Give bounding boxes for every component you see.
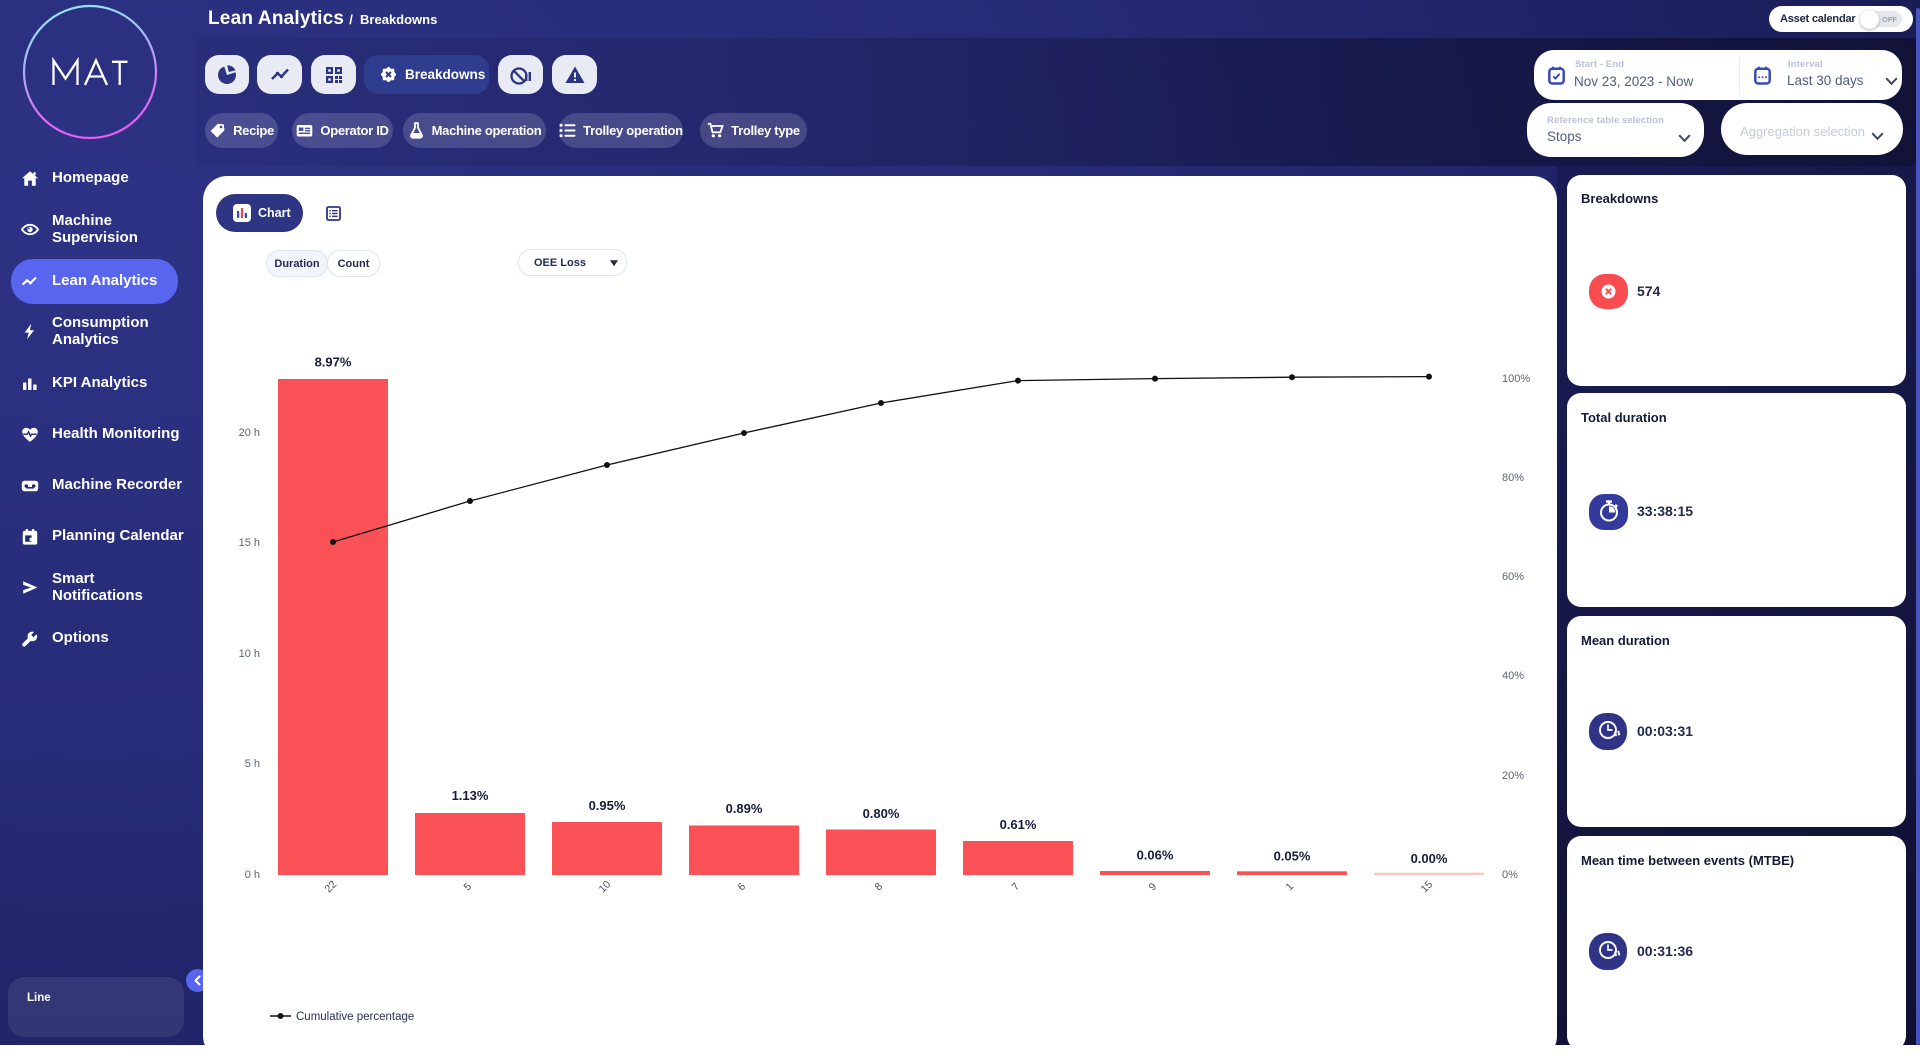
svg-text:Cumulative percentage: Cumulative percentage (296, 1011, 414, 1023)
svg-text:5 h: 5 h (245, 758, 260, 770)
svg-text:0 h: 0 h (245, 869, 260, 881)
svg-text:5: 5 (462, 880, 475, 893)
svg-text:7: 7 (1010, 880, 1023, 893)
svg-text:15: 15 (1419, 878, 1436, 895)
svg-text:80%: 80% (1502, 472, 1524, 484)
svg-text:0%: 0% (1502, 869, 1518, 881)
svg-text:15 h: 15 h (239, 537, 260, 549)
svg-text:8.97%: 8.97% (315, 355, 352, 370)
svg-text:9: 9 (1147, 880, 1160, 893)
svg-text:0.05%: 0.05% (1274, 849, 1311, 864)
svg-text:1.13%: 1.13% (452, 788, 489, 803)
svg-text:0.00%: 0.00% (1411, 851, 1448, 866)
svg-text:20%: 20% (1502, 770, 1524, 782)
svg-text:0.80%: 0.80% (863, 806, 900, 821)
svg-text:100%: 100% (1502, 373, 1530, 385)
svg-text:10 h: 10 h (239, 648, 260, 660)
svg-text:60%: 60% (1502, 571, 1524, 583)
svg-text:1: 1 (1284, 880, 1297, 893)
svg-text:20 h: 20 h (239, 427, 260, 439)
svg-text:0.89%: 0.89% (726, 801, 763, 816)
svg-text:22: 22 (323, 878, 340, 895)
svg-text:0.95%: 0.95% (589, 798, 626, 813)
svg-text:6: 6 (736, 880, 749, 893)
svg-text:8: 8 (873, 880, 886, 893)
svg-text:0.61%: 0.61% (1000, 817, 1037, 832)
svg-text:40%: 40% (1502, 670, 1524, 682)
svg-text:0.06%: 0.06% (1137, 848, 1174, 863)
svg-text:10: 10 (597, 878, 614, 895)
